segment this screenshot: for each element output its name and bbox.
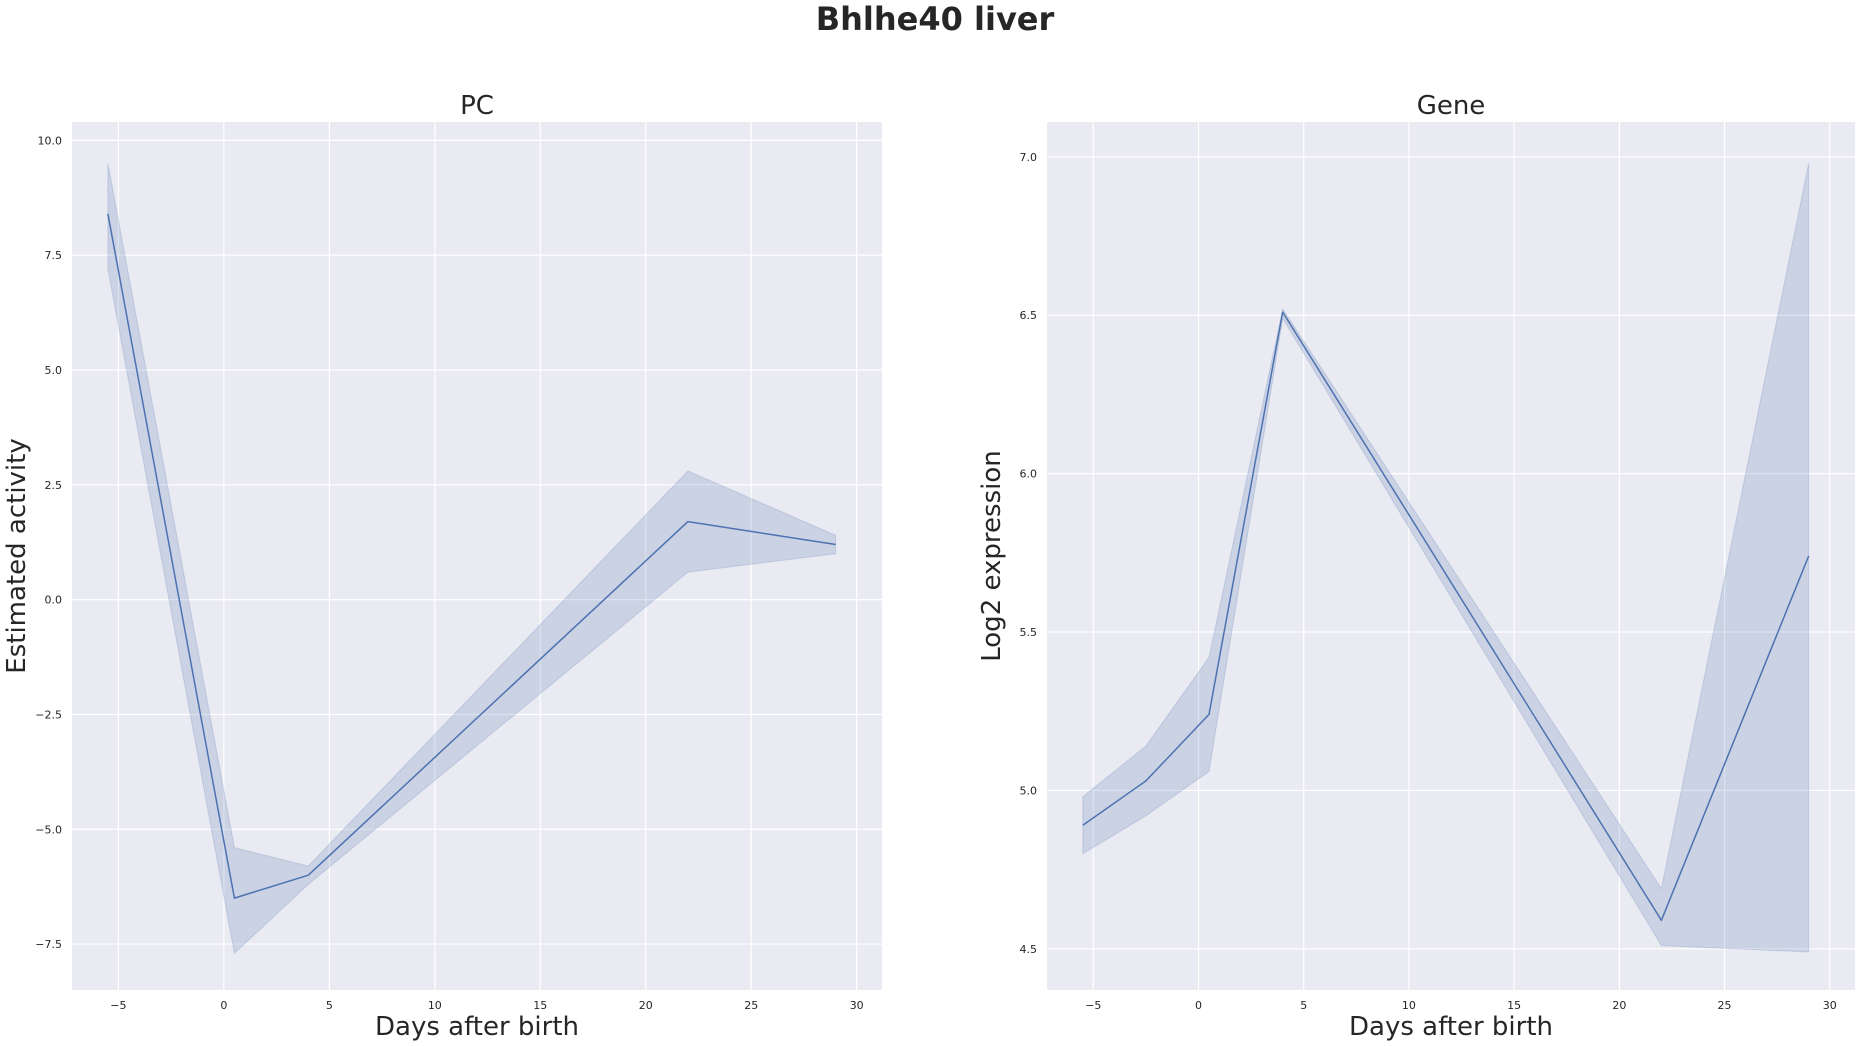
- y-tick-label: 7.0: [1020, 151, 1038, 164]
- y-tick-label: 0.0: [45, 594, 63, 607]
- x-tick-label: 10: [428, 999, 442, 1012]
- confidence-band: [1082, 163, 1810, 953]
- x-tick-label: 0: [1195, 999, 1202, 1012]
- x-tick-label: 25: [1718, 999, 1732, 1012]
- x-tick-label: −5: [1085, 999, 1101, 1012]
- y-tick-label: −2.5: [35, 708, 62, 721]
- y-tick-label: 5.0: [45, 364, 63, 377]
- confidence-band: [107, 163, 837, 955]
- panel-pc: −5 0 5 10 15 20 25 30 −7.5 −5.0 −2.5 0.0 2.5 5.0 7.5 10…: [2, 91, 882, 1042]
- x-tick-label: 20: [639, 999, 653, 1012]
- series-line: [107, 213, 836, 899]
- figure-title: Bhlhe40 liver: [816, 0, 1055, 38]
- x-axis-label: Days after birth: [375, 1012, 579, 1042]
- y-tick-label: 6.5: [1020, 309, 1038, 322]
- x-tick-label: 30: [1823, 999, 1837, 1012]
- series-line-layer: [107, 213, 836, 899]
- x-tick-label: 20: [1612, 999, 1626, 1012]
- x-tick-label: 15: [533, 999, 547, 1012]
- y-tick-label: 5.0: [1020, 784, 1038, 797]
- tick-labels: −5 0 5 10 15 20 25 30 −7.5 −5.0 −2.5 0.0 2.5 5.0 7.5 10…: [35, 134, 863, 1012]
- series-line-layer: [1082, 311, 1810, 922]
- y-axis-label: Estimated activity: [2, 438, 32, 673]
- panel-gene: −5 0 5 10 15 20 25 30 4.5 5.0 5.5 6.0 6.5 7.0 Gene Da…: [977, 91, 1855, 1042]
- grid: [72, 122, 882, 990]
- y-tick-label: 10.0: [38, 134, 63, 147]
- y-tick-label: −7.5: [35, 938, 62, 951]
- x-tick-label: −5: [110, 999, 126, 1012]
- series-line: [1082, 311, 1810, 922]
- x-tick-label: 0: [220, 999, 227, 1012]
- plot-area: [72, 122, 882, 990]
- confidence-band-layer: [107, 163, 837, 955]
- x-tick-label: 30: [850, 999, 864, 1012]
- x-tick-label: 5: [326, 999, 333, 1012]
- plot-area: [1047, 122, 1855, 990]
- y-tick-label: 7.5: [45, 249, 63, 262]
- x-tick-label: 10: [1402, 999, 1416, 1012]
- y-axis-label: Log2 expression: [977, 450, 1007, 662]
- x-axis-label: Days after birth: [1349, 1012, 1553, 1042]
- y-tick-label: 6.0: [1020, 468, 1038, 481]
- panel-title: PC: [460, 91, 494, 121]
- tick-labels: −5 0 5 10 15 20 25 30 4.5 5.0 5.5 6.0 6.5 7.0: [1020, 151, 1837, 1012]
- y-tick-label: 2.5: [45, 479, 63, 492]
- x-tick-label: 15: [1507, 999, 1521, 1012]
- y-tick-label: 4.5: [1020, 943, 1038, 956]
- panel-title: Gene: [1417, 91, 1486, 121]
- grid: [1047, 122, 1855, 990]
- x-tick-label: 5: [1300, 999, 1307, 1012]
- y-tick-label: 5.5: [1020, 626, 1038, 639]
- y-tick-label: −5.0: [35, 823, 62, 836]
- x-tick-label: 25: [744, 999, 758, 1012]
- confidence-band-layer: [1082, 163, 1810, 953]
